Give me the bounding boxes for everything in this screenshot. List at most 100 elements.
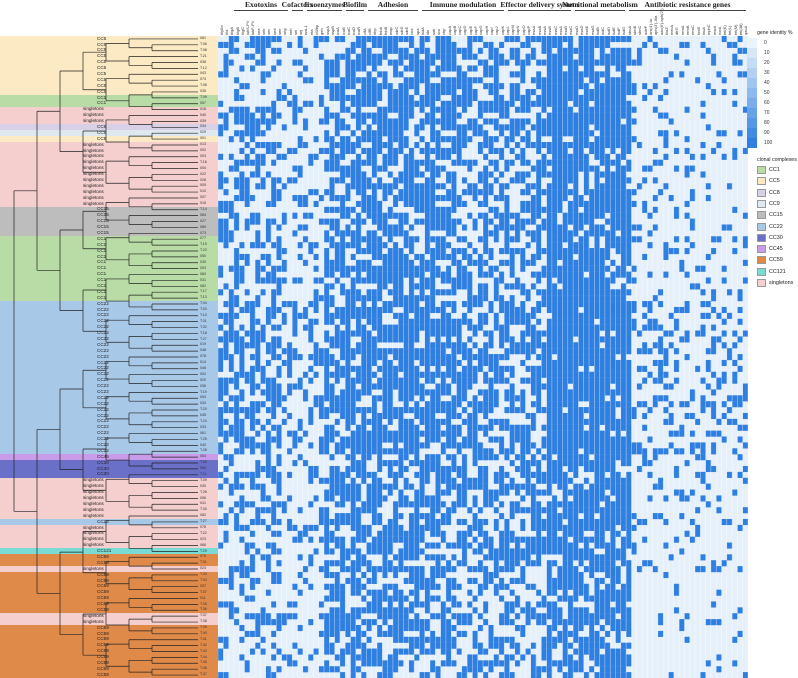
heatmap-cell [456,471,462,478]
heatmap-cell [583,277,590,284]
heatmap-cell [377,36,383,43]
heatmap-cell [573,389,579,396]
heatmap-cell [233,524,240,531]
heatmap-cell [403,595,409,602]
heatmap-cell [509,448,515,455]
heatmap-cell [387,36,394,43]
heatmap-cell [551,100,558,107]
heatmap-cell [350,619,356,626]
heatmap-cell [583,259,590,266]
heatmap-cell [398,424,404,431]
heatmap-cell [361,630,367,637]
heatmap-cell [509,389,515,396]
heatmap-cell [546,218,553,225]
heatmap-cell [435,71,441,78]
heatmap-cell [265,36,272,43]
heatmap-cell [329,159,335,166]
heatmap-cell [361,571,367,579]
heatmap-cell [472,371,478,378]
heatmap-cell [430,277,436,284]
heatmap-cell [350,83,356,90]
heatmap-cell [382,253,388,261]
heatmap-cell [536,301,542,308]
heatmap-cell [276,577,282,584]
heatmap-cell [589,548,595,555]
heatmap-cell [514,230,521,237]
heatmap-cell [387,412,394,420]
heatmap-cell [366,348,372,355]
heatmap-cell [239,171,245,178]
gene-label: tsst-1 [303,25,309,35]
heatmap-cell [509,348,515,355]
heatmap-cell [329,530,335,537]
heatmap-cell [308,354,314,361]
heatmap-cell [525,41,531,48]
heatmap-cell [292,318,298,325]
heatmap-cell [371,136,378,143]
heatmap-cell [255,165,261,172]
heatmap-cell [567,265,574,272]
heatmap-cell [472,442,478,449]
heatmap-cell [414,100,420,107]
heatmap-cell [536,142,542,149]
heatmap-cell [557,189,563,196]
heatmap-cell [419,442,425,449]
heatmap-cell [355,536,362,543]
heatmap-cell [398,589,404,596]
heatmap-cell [456,100,462,107]
heatmap-cell [249,159,256,166]
heatmap-cell [530,348,537,355]
heatmap-cell [562,89,568,96]
heatmap-cell [271,147,277,154]
heatmap-cell [573,200,579,208]
gene-label: spa [414,28,420,35]
heatmap-cell [530,259,537,266]
heatmap-cell [525,619,531,626]
heatmap-cell [488,571,494,579]
heatmap-cell [355,306,362,314]
heatmap-cell [371,507,378,514]
heatmap-cell [578,518,584,526]
heatmap-cell [408,601,415,608]
heatmap-cell [324,318,330,325]
heatmap-cell [371,383,378,390]
heatmap-cell [223,65,229,72]
heatmap-cell [324,648,330,655]
heatmap-cell [546,289,553,296]
gene-label: capO [520,25,526,35]
heatmap-cell [557,77,563,84]
heatmap-cell [398,295,404,302]
heatmap-cell [589,501,595,508]
heatmap-cell [329,65,335,72]
heatmap-cell [271,189,277,196]
heatmap-cell [271,672,277,678]
heatmap-cell [504,489,510,496]
heatmap-cell [440,118,447,125]
heatmap-cell [233,513,240,520]
heatmap-cell [445,136,452,143]
heatmap-cell [573,189,579,196]
heatmap-cell [509,483,515,490]
heatmap-cell [498,259,505,266]
heatmap-cell [525,142,531,149]
heatmap-cell [265,460,272,467]
heatmap-cell [567,324,574,331]
row-clonal-complex-label: singletons [83,536,104,542]
heatmap-cell [361,348,367,355]
heatmap-cell [530,336,537,343]
heatmap-cell [488,501,494,508]
heatmap-cell [271,342,277,349]
heatmap-cell [392,265,399,272]
heatmap-cell [567,301,574,308]
heatmap-cell [398,418,404,425]
heatmap-cell [493,283,500,290]
heatmap-cell [398,253,404,261]
row-isolate-id: T.17 [200,289,207,294]
heatmap-cell [414,542,420,549]
heatmap-cell [223,430,229,437]
heatmap-cell [483,518,489,526]
heatmap-cell [387,100,394,107]
heatmap-cell [483,271,489,278]
heatmap-cell [435,36,441,43]
heatmap-cell [345,442,351,449]
